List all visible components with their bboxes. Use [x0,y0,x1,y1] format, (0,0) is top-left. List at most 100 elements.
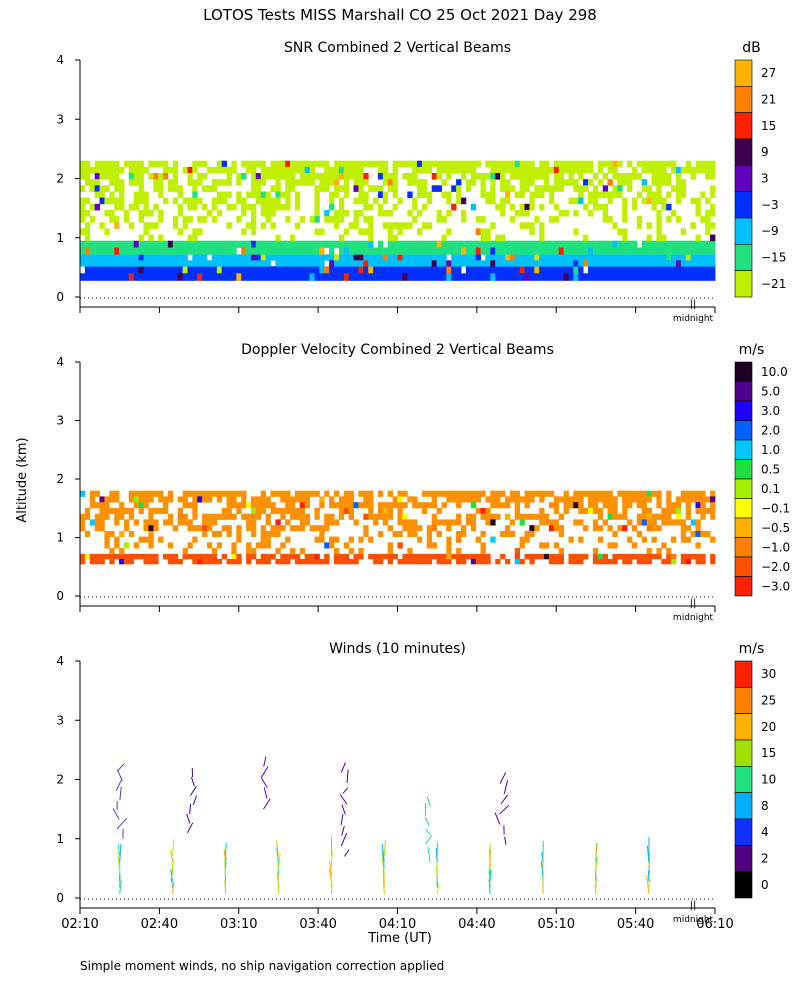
heatmap-cell [197,266,203,274]
heatmap-cell [602,191,608,199]
heatmap-cell [280,513,286,520]
heatmap-cell [622,496,628,503]
heatmap-cell [553,173,560,180]
heatmap-cell [700,507,706,514]
heatmap-cell [309,490,315,497]
heatmap-cell [617,490,623,497]
heatmap-cell [353,558,359,565]
heatmap-cell [426,530,433,537]
heatmap-cell [226,530,232,537]
heatmap-cell [338,160,345,168]
heatmap-cell [172,273,179,281]
colorbar-label: 10 [761,773,776,787]
heatmap-cell [441,247,447,255]
heatmap-cell [270,254,276,261]
heatmap-cell [280,542,286,549]
heatmap-cell [695,502,701,509]
heatmap-cell [490,160,496,168]
heatmap-cell [358,166,364,174]
heatmap-cell [548,558,555,565]
heatmap-cell [387,502,393,509]
heatmap-cell [138,266,144,274]
heatmap-cell [270,185,276,192]
heatmap-cell [192,260,198,267]
heatmap-cell [80,273,86,281]
heatmap-cell [412,216,418,223]
heatmap-cell [309,247,315,255]
heatmap-cell [558,260,564,267]
heatmap-cell [480,216,486,223]
heatmap-cell [451,273,457,281]
heatmap-cell [397,228,403,235]
heatmap-cell [705,260,711,267]
heatmap-cell [651,197,657,205]
heatmap-cell [407,179,413,186]
heatmap-cell [280,490,286,497]
heatmap-cell [202,496,208,503]
heatmap-cell [514,254,520,261]
heatmap-cell [451,260,457,267]
heatmap-cell [421,507,428,514]
heatmap-cell [607,266,613,274]
heatmap-cell [334,273,340,281]
heatmap-cell [402,502,408,509]
heatmap-cell [710,273,716,281]
heatmap-cell [358,502,364,509]
heatmap-cell [334,191,340,199]
heatmap-cell [192,254,198,261]
heatmap-cell [495,247,501,255]
heatmap-cell [632,553,638,560]
heatmap-cell [319,173,325,180]
heatmap-cell [294,513,301,520]
heatmap-cell [299,240,306,248]
heatmap-cell [456,553,462,560]
heatmap-cell [246,553,252,560]
heatmap-cell [80,240,86,248]
heatmap-cell [500,234,506,242]
heatmap-cell [705,273,711,281]
heatmap-cell [553,496,560,503]
heatmap-cell [207,273,213,281]
heatmap-cell [509,260,516,267]
heatmap-cell [167,513,174,520]
heatmap-cell [461,273,467,281]
heatmap-cell [290,525,296,532]
heatmap-cell [114,179,120,186]
heatmap-cell [627,490,633,497]
heatmap-cell [104,266,110,274]
wind-barb [115,779,122,791]
heatmap-cell [646,191,652,199]
heatmap-cell [612,240,618,248]
heatmap-cell [514,502,520,509]
wind-barb [426,796,431,807]
heatmap-cell [304,173,310,180]
heatmap-cell [397,240,403,248]
heatmap-cell [270,203,276,211]
heatmap-cell [485,260,491,267]
heatmap-cell [299,507,306,514]
heatmap-cell [612,496,618,503]
heatmap-cell [397,266,403,274]
heatmap-cell [417,185,423,192]
heatmap-cell [622,203,628,211]
heatmap-cell [119,240,125,248]
heatmap-cell [207,266,213,274]
heatmap-cell [558,266,564,274]
heatmap-cell [563,240,569,248]
heatmap-cell [338,216,345,223]
heatmap-cell [612,160,618,168]
heatmap-cell [89,260,96,267]
heatmap-cell [597,490,604,497]
heatmap-cell [148,173,154,180]
heatmap-cell [641,185,647,192]
heatmap-cell [612,254,618,261]
wind-barb [425,834,433,845]
heatmap-cell [627,260,633,267]
heatmap-cell [80,203,86,211]
heatmap-cell [158,216,164,223]
heatmap-cell [622,173,628,180]
heatmap-cell [255,542,262,549]
heatmap-cell [84,266,91,274]
heatmap-cell [441,191,447,199]
heatmap-cell [94,185,100,192]
